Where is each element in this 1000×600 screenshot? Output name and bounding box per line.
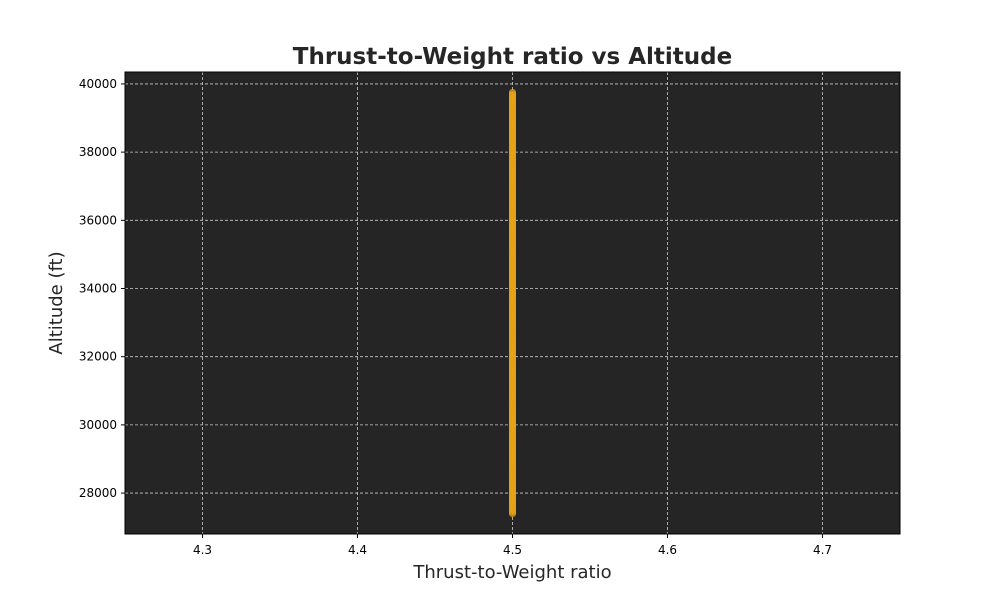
x-axis-ticks: 4.3 4.4 4.5 4.6 4.7	[193, 534, 832, 557]
y-axis-label: Altitude (ft)	[46, 251, 67, 354]
y-tick-label: 30000	[79, 418, 117, 432]
y-tick-label: 32000	[79, 350, 117, 364]
y-tick-label: 36000	[79, 213, 117, 227]
y-axis-ticks: 28000 30000 32000 34000 36000 38000 40000	[79, 77, 125, 500]
chart-title: Thrust-to-Weight ratio vs Altitude	[293, 44, 732, 70]
y-tick-label: 38000	[79, 145, 117, 159]
x-axis-label: Thrust-to-Weight ratio	[412, 562, 611, 583]
x-tick-label: 4.3	[193, 543, 212, 557]
data-point	[508, 88, 516, 96]
x-tick-label: 4.7	[813, 543, 832, 557]
y-tick-label: 40000	[79, 77, 117, 91]
x-tick-label: 4.4	[348, 543, 367, 557]
y-tick-label: 34000	[79, 282, 117, 296]
y-tick-label: 28000	[79, 486, 117, 500]
data-points	[508, 88, 516, 518]
x-tick-label: 4.6	[658, 543, 677, 557]
x-tick-label: 4.5	[503, 543, 522, 557]
